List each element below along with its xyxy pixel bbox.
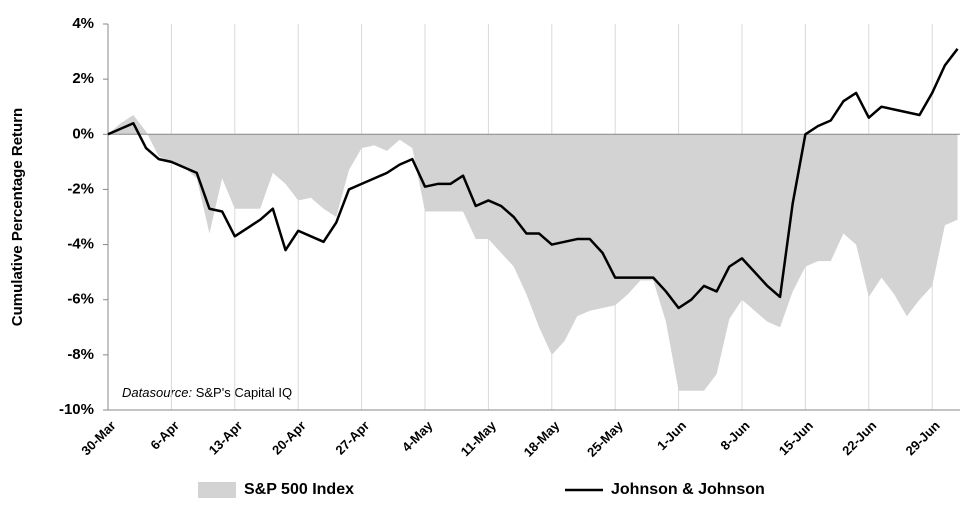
x-tick-label: 4-May bbox=[399, 417, 436, 454]
x-tick-label: 27-Apr bbox=[332, 418, 372, 458]
annotation: Datasource: S&P's Capital IQ bbox=[122, 385, 292, 400]
annotation-text: S&P's Capital IQ bbox=[196, 385, 292, 400]
x-tick-label: 22-Jun bbox=[839, 418, 879, 458]
y-tick-label: -10% bbox=[59, 401, 94, 418]
annotation-label: Datasource: bbox=[122, 385, 192, 400]
y-tick-label: 4% bbox=[72, 15, 94, 32]
legend-swatch bbox=[198, 482, 236, 498]
x-tick-label: 11-May bbox=[458, 417, 500, 459]
x-tick-label: 13-Apr bbox=[206, 418, 246, 458]
x-tick-label: 25-May bbox=[584, 417, 626, 459]
y-tick-label: -2% bbox=[67, 180, 94, 197]
line bbox=[107, 48, 959, 310]
x-tick-label: 1-Jun bbox=[654, 418, 689, 453]
y-tick-label: -4% bbox=[67, 236, 94, 253]
y-tick-label: -6% bbox=[67, 291, 94, 308]
x-tick-label: 15-Jun bbox=[776, 418, 816, 458]
x-tick-label: 29-Jun bbox=[903, 418, 943, 458]
x-tick-label: 6-Apr bbox=[147, 418, 182, 453]
x-tick-label: 20-Apr bbox=[269, 418, 309, 458]
y-axis-label: Cumulative Percentage Return bbox=[9, 108, 26, 326]
legend-label: S&P 500 Index bbox=[244, 481, 354, 498]
area bbox=[108, 114, 958, 391]
y-tick-label: -8% bbox=[67, 346, 94, 363]
y-tick-label: 2% bbox=[72, 70, 94, 87]
y-tick-label: 0% bbox=[72, 125, 94, 142]
x-tick-label: 8-Jun bbox=[717, 418, 752, 453]
x-tick-label: 18-May bbox=[521, 417, 563, 459]
x-tick-label: 30-Mar bbox=[78, 418, 118, 458]
legend-label: Johnson & Johnson bbox=[611, 481, 765, 498]
